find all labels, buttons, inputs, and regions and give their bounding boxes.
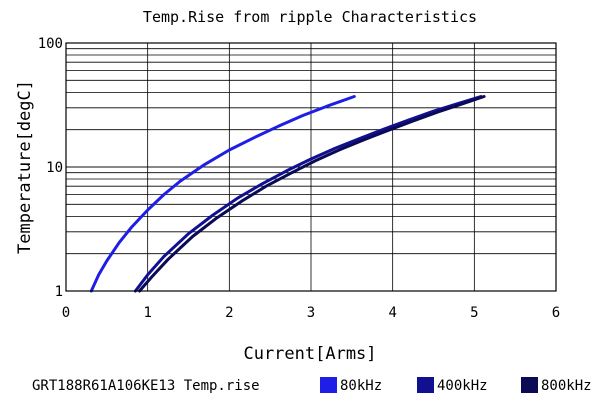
y-axis-label: Temperature[degC] bbox=[15, 80, 35, 254]
legend-prefix: GRT188R61A106KE13 Temp.rise bbox=[32, 378, 260, 394]
legend-swatch-800khz bbox=[521, 377, 538, 393]
legend-label-800khz: 800kHz bbox=[541, 378, 592, 394]
legend: 80kHz 400kHz 800kHz bbox=[320, 377, 592, 394]
legend-swatch-80khz bbox=[320, 377, 337, 393]
x-tick-label: 6 bbox=[552, 305, 560, 321]
x-tick-label: 1 bbox=[143, 305, 151, 321]
x-tick-label: 0 bbox=[62, 305, 70, 321]
y-tick-label: 1 bbox=[55, 284, 63, 300]
series-lines bbox=[89, 95, 486, 293]
plot-border bbox=[65, 42, 557, 292]
y-tick-labels: 1 10 100 bbox=[38, 36, 63, 300]
grid-lines bbox=[66, 43, 556, 291]
x-tick-label: 3 bbox=[307, 305, 315, 321]
y-tick-label: 100 bbox=[38, 36, 63, 52]
legend-label-400khz: 400kHz bbox=[437, 378, 488, 394]
series-line-400khz bbox=[133, 95, 483, 293]
chart-title: Temp.Rise from ripple Characteristics bbox=[143, 8, 477, 26]
x-tick-label: 4 bbox=[388, 305, 396, 321]
x-tick-label: 5 bbox=[470, 305, 478, 321]
series-line-800khz bbox=[138, 95, 486, 293]
legend-label-80khz: 80kHz bbox=[340, 378, 382, 394]
x-axis-label: Current[Arms] bbox=[243, 344, 376, 364]
y-tick-label: 10 bbox=[46, 160, 63, 176]
series-line-80khz bbox=[89, 95, 356, 293]
x-tick-label: 2 bbox=[225, 305, 233, 321]
legend-swatch-400khz bbox=[417, 377, 434, 393]
x-tick-labels: 0 1 2 3 4 5 6 bbox=[62, 305, 560, 321]
